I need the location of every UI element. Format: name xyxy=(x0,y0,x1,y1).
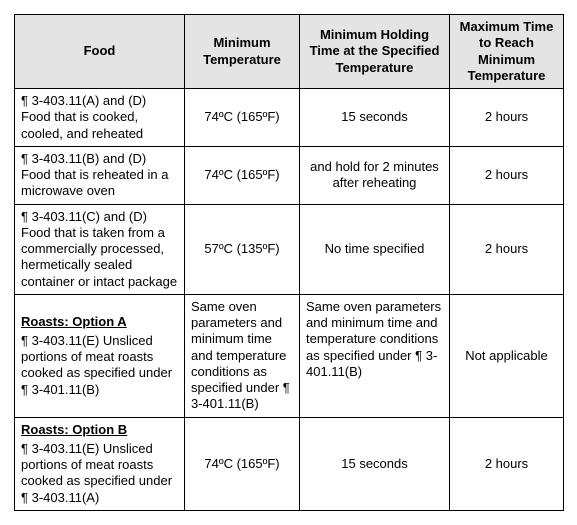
col-header-hold: Minimum Holding Time at the Specified Te… xyxy=(300,15,450,89)
cell-max-time: Not applicable xyxy=(450,294,564,417)
table-row: ¶ 3-403.11(B) and (D) Food that is rehea… xyxy=(15,146,564,204)
col-header-food: Food xyxy=(15,15,185,89)
table-body: ¶ 3-403.11(A) and (D) Food that is cooke… xyxy=(15,89,564,511)
cell-max-time: 2 hours xyxy=(450,204,564,294)
col-header-min-temp: Minimum Temperature xyxy=(185,15,300,89)
cell-hold-time: No time specified xyxy=(300,204,450,294)
table-row: Roasts: Option A ¶ 3-403.11(E) Unsliced p… xyxy=(15,294,564,417)
cell-hold-time: Same oven parameters and minimum time an… xyxy=(300,294,450,417)
table-row: ¶ 3-403.11(C) and (D) Food that is taken… xyxy=(15,204,564,294)
cell-hold-time: 15 seconds xyxy=(300,89,450,147)
cell-food-text: ¶ 3-403.11(E) Unsliced portions of meat … xyxy=(21,333,178,398)
cell-min-temp: 57ºC (135ºF) xyxy=(185,204,300,294)
table-row: ¶ 3-403.11(A) and (D) Food that is cooke… xyxy=(15,89,564,147)
row-title: Roasts: Option A xyxy=(21,314,127,329)
table-row: Roasts: Option B ¶ 3-403.11(E) Unsliced p… xyxy=(15,417,564,510)
cell-max-time: 2 hours xyxy=(450,89,564,147)
col-header-max: Maximum Time to Reach Minimum Temperatur… xyxy=(450,15,564,89)
cell-max-time: 2 hours xyxy=(450,417,564,510)
cell-food: Roasts: Option B ¶ 3-403.11(E) Unsliced p… xyxy=(15,417,185,510)
cell-food: ¶ 3-403.11(A) and (D) Food that is cooke… xyxy=(15,89,185,147)
cell-hold-time: 15 seconds xyxy=(300,417,450,510)
cell-min-temp: 74ºC (165ºF) xyxy=(185,417,300,510)
cell-min-temp: 74ºC (165ºF) xyxy=(185,89,300,147)
cell-max-time: 2 hours xyxy=(450,146,564,204)
reheating-requirements-table: Food Minimum Temperature Minimum Holding… xyxy=(14,14,564,511)
header-row: Food Minimum Temperature Minimum Holding… xyxy=(15,15,564,89)
cell-food: ¶ 3-403.11(C) and (D) Food that is taken… xyxy=(15,204,185,294)
row-title: Roasts: Option B xyxy=(21,422,127,437)
cell-min-temp: Same oven parameters and minimum time an… xyxy=(185,294,300,417)
cell-food-text: ¶ 3-403.11(E) Unsliced portions of meat … xyxy=(21,441,178,506)
cell-food: Roasts: Option A ¶ 3-403.11(E) Unsliced p… xyxy=(15,294,185,417)
cell-min-temp: 74ºC (165ºF) xyxy=(185,146,300,204)
table-head: Food Minimum Temperature Minimum Holding… xyxy=(15,15,564,89)
cell-food: ¶ 3-403.11(B) and (D) Food that is rehea… xyxy=(15,146,185,204)
cell-hold-time: and hold for 2 minutes after reheating xyxy=(300,146,450,204)
